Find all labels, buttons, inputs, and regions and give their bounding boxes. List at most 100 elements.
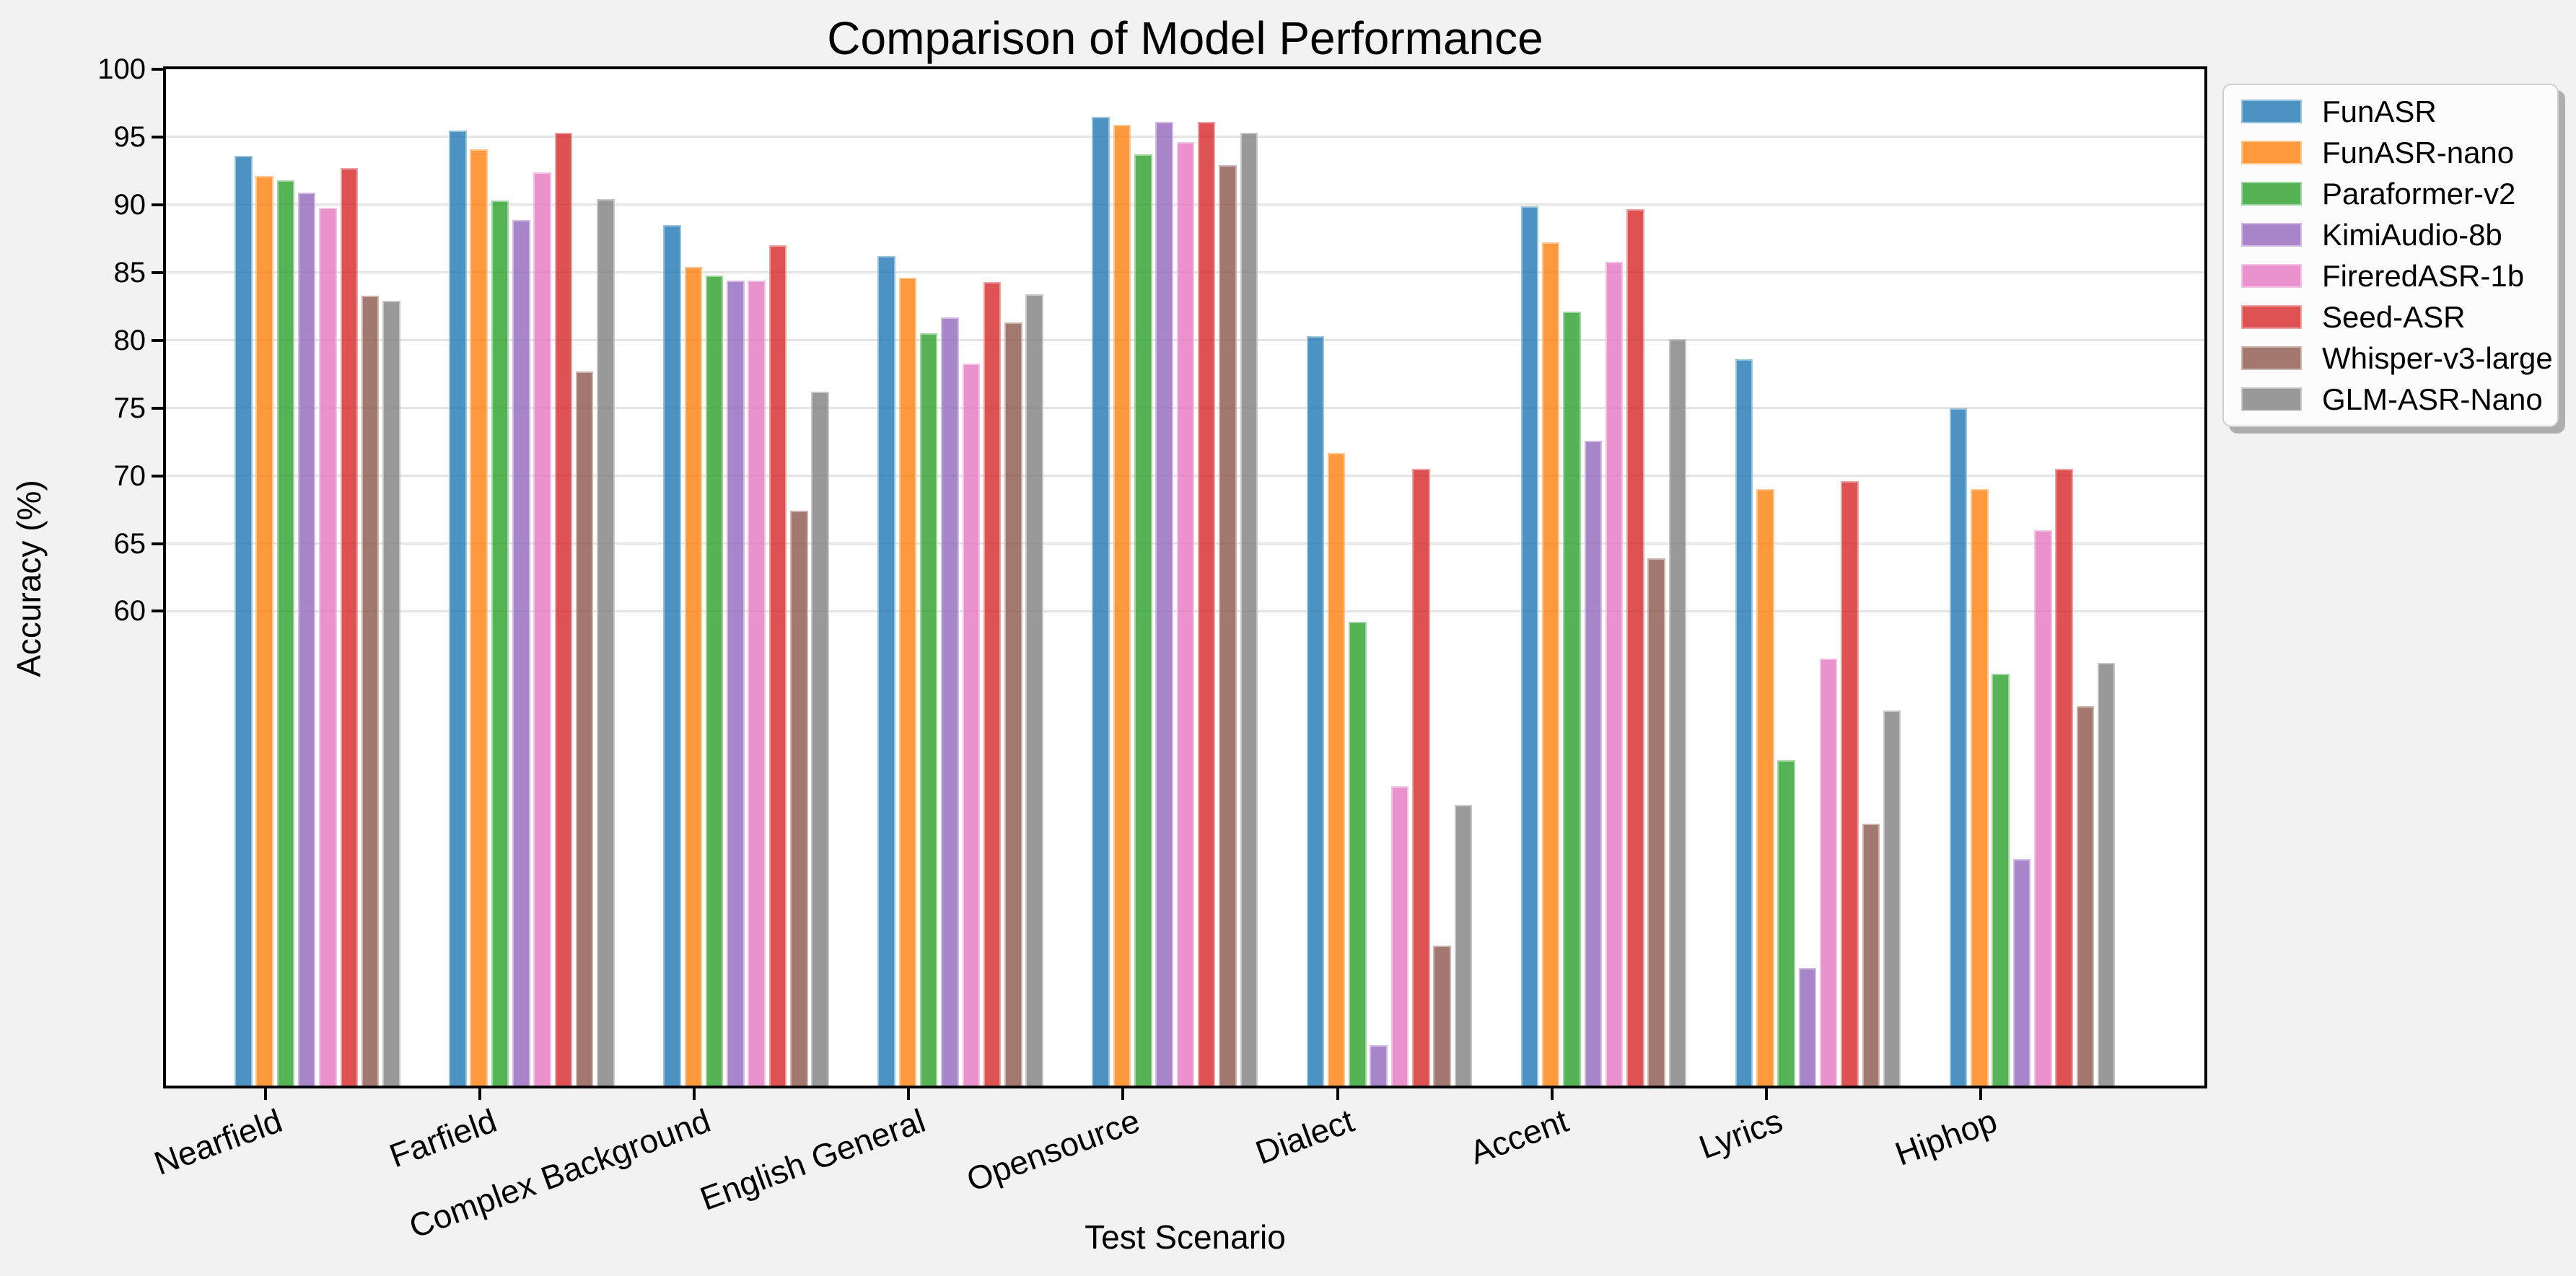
bar-Paraformer-v2-Hiphop (1992, 673, 2010, 1086)
bar-KimiAudio-8b-Hiphop (2012, 859, 2031, 1086)
bar-FireredASR-1b-English General (962, 363, 981, 1086)
x-tick-label-5: Dialect (1250, 1101, 1359, 1172)
legend-label-Paraformer-v2: Paraformer-v2 (2322, 176, 2516, 211)
legend-label-Whisper-v3-large: Whisper-v3-large (2322, 340, 2553, 375)
x-tick-mark (478, 1088, 482, 1100)
x-tick-label-3: English General (695, 1101, 930, 1218)
legend: FunASR FunASR-nano Paraformer-v2 KimiAudio-… (2222, 84, 2559, 427)
bar-FunASR-nano-English General (898, 278, 917, 1086)
legend-row-FunASR: FunASR (2224, 91, 2557, 132)
bar-Paraformer-v2-Farfield (491, 201, 509, 1086)
legend-label-FunASR-nano: FunASR-nano (2322, 135, 2515, 170)
x-tick-mark (1121, 1088, 1125, 1100)
legend-row-GLM-ASR-Nano: GLM-ASR-Nano (2224, 379, 2557, 420)
legend-row-Paraformer-v2: Paraformer-v2 (2224, 173, 2557, 214)
bar-Whisper-v3-large-Complex Background (790, 511, 808, 1086)
bar-Whisper-v3-large-Dialect (1433, 946, 1451, 1086)
bar-Whisper-v3-large-Opensource (1219, 165, 1237, 1086)
bar-Seed-ASR-Accent (1626, 208, 1644, 1086)
y-tick-label: 95 (113, 120, 146, 153)
bar-FunASR-nano-Lyrics (1756, 489, 1774, 1086)
y-tick-mark (152, 406, 163, 410)
x-tick-mark (907, 1088, 911, 1100)
bar-FunASR-Complex Background (663, 225, 681, 1086)
legend-swatch-GLM-ASR-Nano (2241, 387, 2302, 411)
bar-Paraformer-v2-Lyrics (1777, 760, 1795, 1086)
bar-Seed-ASR-Farfield (554, 133, 573, 1086)
x-tick-mark (693, 1088, 696, 1100)
legend-swatch-FunASR-nano (2241, 141, 2302, 164)
bar-GLM-ASR-Nano-Complex Background (811, 392, 829, 1086)
legend-label-GLM-ASR-Nano: GLM-ASR-Nano (2322, 382, 2543, 416)
y-tick-mark (152, 135, 163, 138)
x-axis-label: Test Scenario (1085, 1218, 1286, 1256)
bar-GLM-ASR-Nano-Lyrics (1883, 710, 1901, 1086)
bar-Paraformer-v2-Opensource (1134, 154, 1152, 1086)
bar-Whisper-v3-large-Hiphop (2076, 705, 2095, 1086)
bar-Whisper-v3-large-Lyrics (1862, 824, 1880, 1086)
y-tick-mark (152, 474, 163, 478)
bar-Seed-ASR-Opensource (1197, 122, 1216, 1086)
bar-GLM-ASR-Nano-Hiphop (2097, 662, 2116, 1086)
bar-FunASR-nano-Opensource (1113, 125, 1131, 1086)
bar-Whisper-v3-large-Farfield (575, 371, 594, 1086)
x-tick-mark (1764, 1088, 1768, 1100)
x-tick-label-0: Nearfield (149, 1101, 287, 1182)
bar-GLM-ASR-Nano-Farfield (597, 199, 615, 1086)
x-tick-label-1: Farfield (384, 1101, 501, 1175)
bar-FireredASR-1b-Lyrics (1819, 659, 1838, 1086)
y-axis-label: Accuracy (%) (10, 480, 48, 677)
y-tick-mark (152, 68, 163, 71)
y-tick-label: 65 (113, 527, 146, 560)
legend-row-Whisper-v3-large: Whisper-v3-large (2224, 338, 2557, 379)
bar-KimiAudio-8b-English General (941, 317, 959, 1086)
legend-swatch-FunASR (2241, 100, 2302, 123)
x-tick-mark (1336, 1088, 1339, 1100)
bar-FunASR-Nearfield (235, 156, 253, 1086)
bar-FunASR-Opensource (1092, 116, 1110, 1086)
x-tick-mark (264, 1088, 267, 1100)
bar-FireredASR-1b-Complex Background (748, 281, 766, 1086)
bar-Seed-ASR-Nearfield (340, 168, 359, 1086)
bar-GLM-ASR-Nano-Dialect (1454, 805, 1473, 1086)
y-tick-label: 90 (113, 188, 146, 221)
y-tick-mark (152, 610, 163, 613)
bar-KimiAudio-8b-Complex Background (727, 281, 745, 1086)
bar-Seed-ASR-Dialect (1412, 469, 1430, 1086)
x-tick-mark (1979, 1088, 1982, 1100)
bar-Seed-ASR-Hiphop (2055, 469, 2073, 1086)
bar-GLM-ASR-Nano-English General (1025, 294, 1043, 1086)
legend-swatch-KimiAudio-8b (2241, 223, 2302, 247)
legend-swatch-Paraformer-v2 (2241, 182, 2302, 206)
bar-Whisper-v3-large-Accent (1647, 558, 1665, 1086)
bar-FunASR-nano-Nearfield (255, 176, 273, 1086)
bar-KimiAudio-8b-Opensource (1155, 122, 1173, 1086)
y-tick-label: 70 (113, 459, 146, 492)
legend-row-Seed-ASR: Seed-ASR (2224, 296, 2557, 338)
bar-KimiAudio-8b-Nearfield (297, 192, 316, 1086)
bar-FireredASR-1b-Nearfield (319, 207, 337, 1086)
bar-FunASR-Hiphop (1949, 408, 1968, 1086)
x-tick-label-4: Opensource (961, 1101, 1144, 1199)
bar-Paraformer-v2-Dialect (1349, 622, 1367, 1086)
bar-FireredASR-1b-Opensource (1176, 142, 1195, 1086)
y-tick-mark (152, 270, 163, 274)
bar-FireredASR-1b-Dialect (1390, 786, 1409, 1086)
y-tick-mark (152, 203, 163, 206)
bar-Whisper-v3-large-Nearfield (361, 295, 380, 1086)
bar-GLM-ASR-Nano-Opensource (1240, 133, 1258, 1086)
bar-FunASR-nano-Accent (1541, 242, 1560, 1086)
y-tick-label: 75 (113, 392, 146, 424)
chart-title: Comparison of Model Performance (827, 12, 1543, 64)
bar-FireredASR-1b-Hiphop (2034, 529, 2052, 1086)
bar-FunASR-English General (877, 256, 895, 1086)
legend-row-FireredASR-1b: FireredASR-1b (2224, 255, 2557, 296)
bar-FunASR-Accent (1520, 206, 1539, 1086)
bar-KimiAudio-8b-Lyrics (1798, 967, 1817, 1086)
legend-label-FunASR: FunASR (2322, 94, 2437, 128)
x-tick-label-8: Hiphop (1890, 1101, 2002, 1173)
bar-Whisper-v3-large-English General (1004, 322, 1022, 1086)
legend-label-Seed-ASR: Seed-ASR (2322, 299, 2466, 334)
bar-FunASR-nano-Dialect (1327, 452, 1346, 1086)
